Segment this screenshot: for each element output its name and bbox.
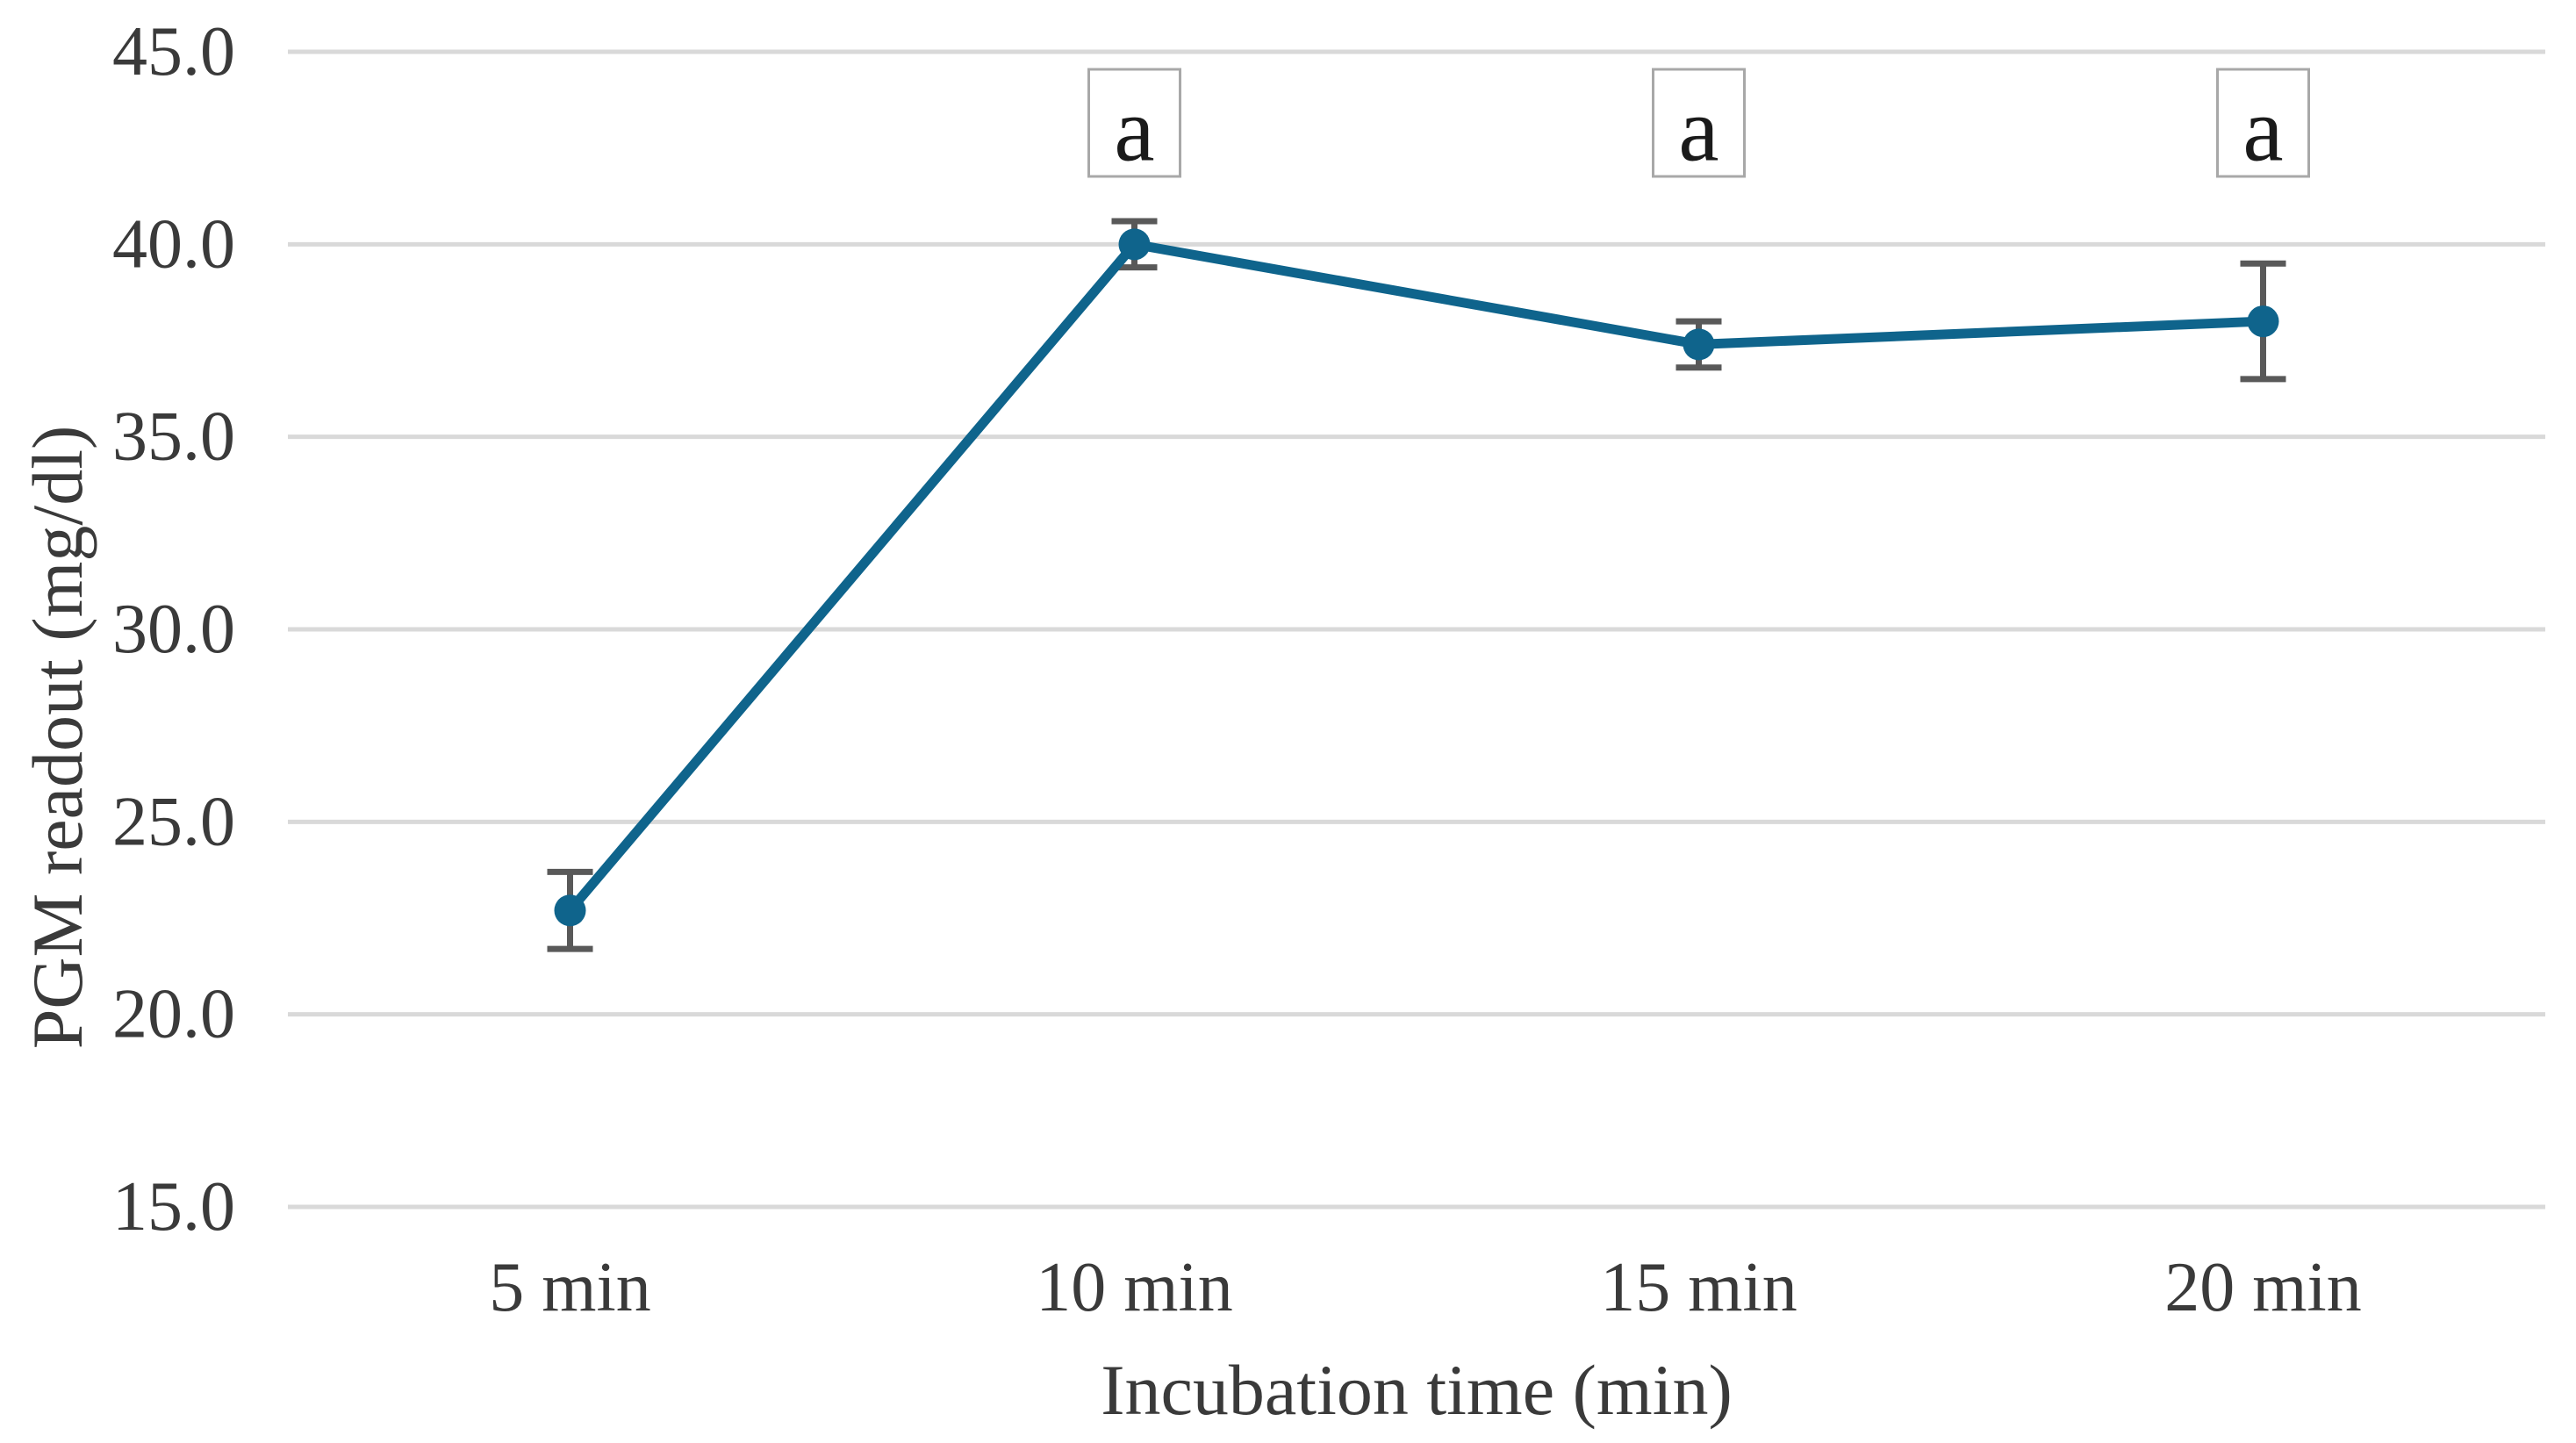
x-tick-label: 20 min [2164,1249,2361,1326]
x-axis-title: Incubation time (min) [1101,1350,1733,1430]
data-point [1683,328,1715,361]
y-tick-label: 35.0 [112,398,235,476]
annotation-box [1087,68,1181,178]
x-tick-label: 5 min [489,1249,650,1326]
y-axis-title: PGM readout (mg/dl) [18,425,97,1050]
annotation-label: a [2242,80,2283,181]
series-line [565,239,2268,915]
annotation-label: a [1678,80,1719,181]
y-tick-label: 20.0 [112,976,235,1053]
data-point [1118,228,1151,261]
x-tick-label: 10 min [1036,1249,1232,1326]
annotation-box [1652,68,1746,178]
annotation-box [2216,68,2310,178]
data-point [2247,305,2279,338]
y-tick-label: 30.0 [112,591,235,668]
x-tick-label: 15 min [1600,1249,1797,1326]
y-tick-label: 40.0 [112,205,235,283]
annotation-label: a [1114,80,1154,181]
y-tick-label: 45.0 [112,13,235,90]
data-point [554,894,586,927]
y-tick-label: 15.0 [112,1168,235,1246]
y-tick-label: 25.0 [112,783,235,860]
